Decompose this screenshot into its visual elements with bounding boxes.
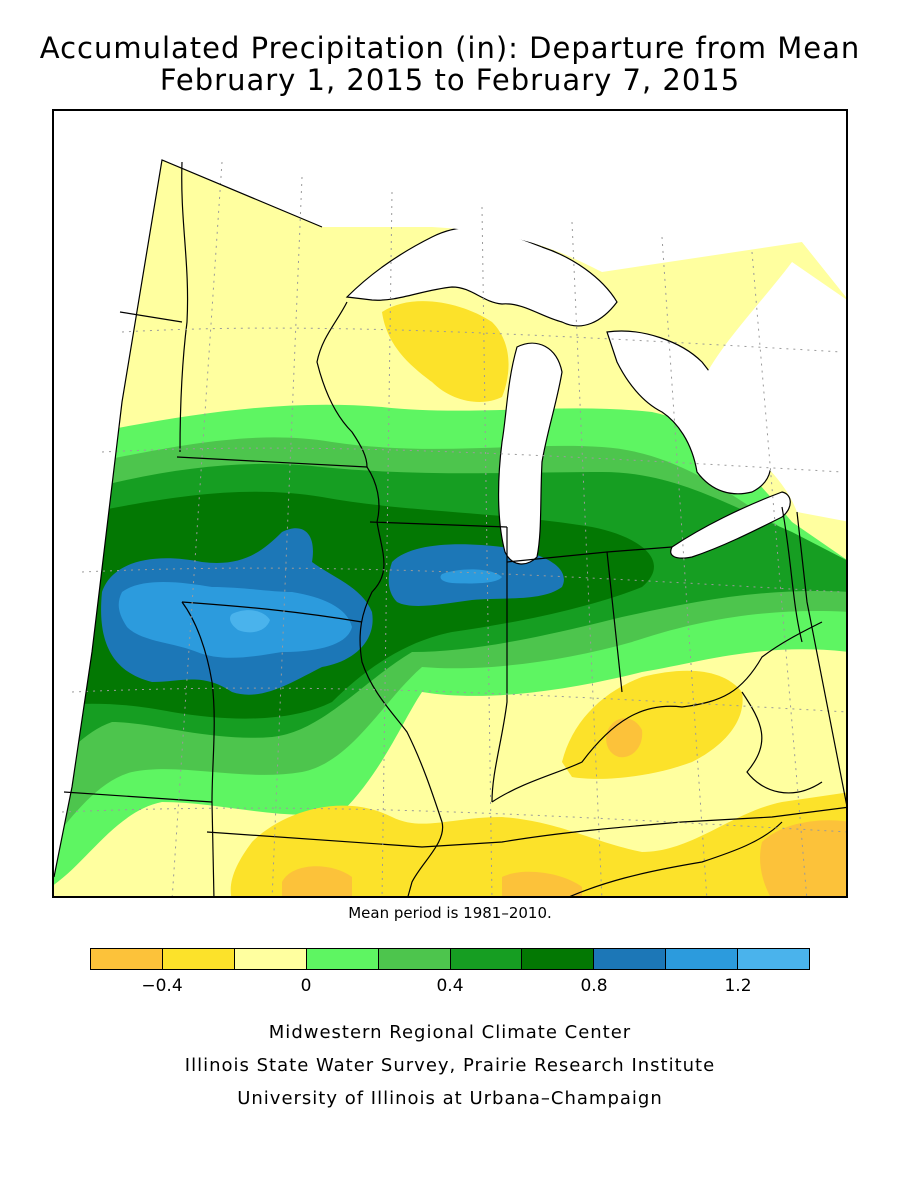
contour-band-light-blue-east: [440, 569, 502, 584]
legend-swatch: [378, 949, 451, 969]
minnesota-south-border: [176, 456, 368, 468]
credit-line-2: Illinois State Water Survey, Prairie Res…: [184, 1055, 716, 1076]
legend-swatch: [91, 949, 163, 969]
contour-band-orange-southeast: [760, 820, 846, 896]
illinois-indiana-border: [491, 527, 508, 803]
contour-band-orange-south-central: [502, 871, 582, 896]
contour-band-yellow-upper-mi: [382, 301, 509, 402]
minnesota-wisconsin-border: [316, 301, 368, 468]
legend-swatch: [738, 949, 810, 969]
legend-swatch: [162, 949, 235, 969]
mississippi-river: [359, 466, 444, 896]
map-title-line2: February 1, 2015 to February 7, 2015: [159, 63, 741, 97]
map-title-line1: Accumulated Precipitation (in): Departur…: [39, 31, 861, 65]
contour-band-yellow-south: [230, 792, 846, 896]
legend-swatch: [594, 949, 667, 969]
legend-tick-label: 0.8: [580, 976, 608, 996]
precipitation-departure-map: [54, 111, 846, 896]
legend-tick-label: 1.2: [724, 976, 752, 996]
color-legend: [90, 948, 810, 970]
domain-outline: [54, 159, 323, 878]
west-virginia-border: [741, 691, 823, 794]
iowa-south-border: [181, 601, 363, 623]
mean-period-note: Mean period is 1981–2010.: [348, 904, 552, 922]
contour-band-brightest-blue: [230, 610, 270, 633]
canada-ontario-peninsula: [702, 262, 846, 522]
kansas-nebraska-border: [63, 791, 213, 803]
minnesota-north-dakota-border: [179, 161, 189, 453]
credit-line-1: Midwestern Regional Climate Center: [268, 1022, 632, 1043]
wisconsin-illinois-border: [369, 521, 508, 528]
nebraska-iowa-border: [181, 601, 215, 803]
legend-swatch: [666, 949, 739, 969]
legend-swatch: [450, 949, 523, 969]
ohio-river: [491, 621, 823, 803]
lake-erie: [670, 491, 791, 559]
lake-huron: [606, 330, 772, 495]
credit-line-3: University of Illinois at Urbana–Champai…: [237, 1088, 663, 1109]
map-panel: [52, 109, 848, 898]
contour-band-orange-ohio-valley: [606, 718, 643, 758]
legend-tick-label: 0.4: [436, 976, 464, 996]
indiana-ohio-border: [606, 551, 623, 693]
domain-outline-east: [796, 511, 846, 805]
legend-swatch: [306, 949, 379, 969]
sd-nd-border: [119, 311, 183, 323]
michigan-indiana-border: [506, 546, 673, 563]
kentucky-tennessee-border: [569, 821, 783, 896]
legend-swatch: [522, 949, 595, 969]
lake-michigan: [497, 342, 563, 565]
graticule: [61, 161, 846, 896]
contour-band-orange-south: [282, 866, 352, 896]
legend-tick-label: 0: [300, 976, 312, 996]
legend-tick-label: −0.4: [141, 976, 183, 996]
ohio-east-border: [781, 506, 803, 643]
missouri-west-border: [211, 801, 215, 896]
lake-superior: [345, 226, 618, 327]
contour-band-yellow-ohio-valley: [562, 670, 743, 779]
canada-northern-region: [54, 111, 846, 297]
legend-swatch: [234, 949, 307, 969]
